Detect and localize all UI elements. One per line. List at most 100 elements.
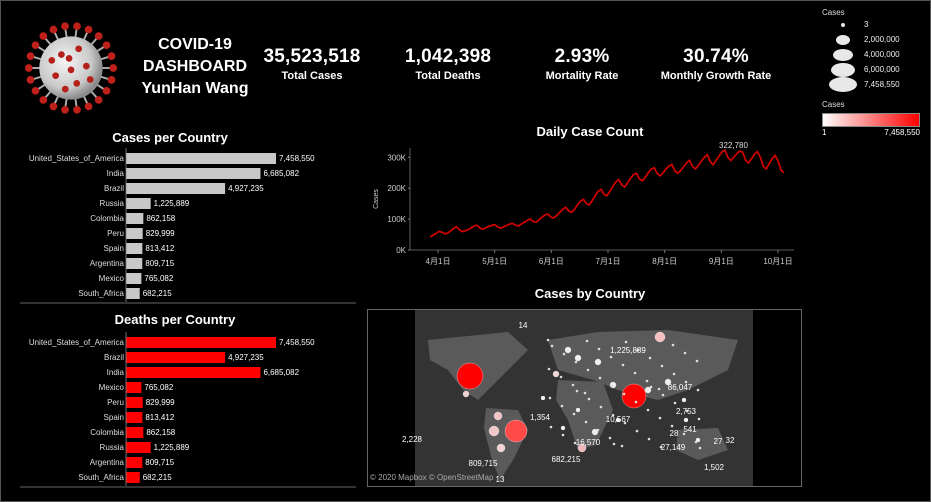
map-dot[interactable] (684, 380, 688, 384)
bar[interactable] (126, 168, 261, 179)
map-bubble[interactable] (504, 419, 528, 443)
map-dot[interactable] (608, 436, 612, 440)
map-dot[interactable] (572, 412, 576, 416)
bar[interactable] (126, 427, 144, 438)
map-dot[interactable] (694, 440, 698, 444)
map-dot[interactable] (620, 444, 624, 448)
map-bubble[interactable] (644, 386, 652, 394)
map-dot[interactable] (587, 397, 591, 401)
bar[interactable] (126, 412, 143, 423)
bar[interactable] (126, 273, 142, 284)
bar[interactable] (126, 228, 143, 239)
map-dot[interactable] (585, 339, 589, 343)
map-dot[interactable] (596, 428, 600, 432)
map-dot[interactable] (622, 392, 626, 396)
map-dot[interactable] (575, 389, 579, 393)
map-canvas[interactable]: 14 1,225,889 86,047 1,354 10,567 2,753 541 28 27… (368, 310, 801, 486)
map-dot[interactable] (634, 400, 638, 404)
map-dot[interactable] (673, 401, 677, 405)
map-dot[interactable] (610, 384, 614, 388)
map-bubble[interactable] (456, 362, 484, 390)
map-dot[interactable] (548, 396, 552, 400)
map-dot[interactable] (597, 347, 601, 351)
map-dot[interactable] (685, 409, 689, 413)
map-dot[interactable] (670, 424, 674, 428)
bar[interactable] (126, 213, 144, 224)
map-bubble[interactable] (496, 443, 506, 453)
map-dot[interactable] (546, 338, 550, 342)
map-bubble[interactable] (683, 417, 689, 423)
map-dot[interactable] (623, 421, 627, 425)
map-bubble[interactable] (552, 370, 560, 378)
map-bubble[interactable] (681, 397, 687, 403)
map-bubble[interactable] (575, 407, 581, 413)
bar[interactable] (126, 352, 226, 363)
map-dot[interactable] (583, 391, 587, 395)
bar[interactable] (126, 382, 142, 393)
bar[interactable] (126, 397, 143, 408)
map-dot[interactable] (696, 388, 700, 392)
map-bubble[interactable] (493, 411, 503, 421)
map-bubble[interactable] (654, 331, 666, 343)
map-dot[interactable] (635, 429, 639, 433)
map-dot[interactable] (645, 379, 649, 383)
cases-map[interactable]: 14 1,225,889 86,047 1,354 10,567 2,753 541 28 27… (367, 309, 802, 487)
line-series[interactable] (429, 148, 785, 238)
map-bubble[interactable] (594, 358, 602, 366)
map-bubble[interactable] (695, 437, 701, 443)
bar[interactable] (126, 442, 151, 453)
map-dot[interactable] (574, 360, 578, 364)
map-bubble[interactable] (488, 425, 500, 437)
map-bubble[interactable] (560, 425, 566, 431)
map-bubble[interactable] (574, 354, 582, 362)
map-dot[interactable] (659, 445, 663, 449)
map-bubble[interactable] (621, 383, 647, 409)
bar[interactable] (126, 288, 140, 299)
map-bubble[interactable] (577, 443, 587, 453)
bar[interactable] (126, 337, 276, 348)
bar[interactable] (126, 367, 261, 378)
map-dot[interactable] (550, 344, 554, 348)
map-dot[interactable] (624, 340, 628, 344)
map-dot[interactable] (649, 385, 653, 389)
map-dot[interactable] (599, 405, 603, 409)
map-dot[interactable] (562, 352, 566, 356)
map-dot[interactable] (648, 356, 652, 360)
map-dot[interactable] (657, 387, 661, 391)
map-dot[interactable] (612, 442, 616, 446)
map-dot[interactable] (647, 437, 651, 441)
map-dot[interactable] (573, 441, 577, 445)
map-dot[interactable] (549, 425, 553, 429)
map-bubble[interactable] (564, 346, 572, 354)
bar[interactable] (126, 258, 143, 269)
map-dot[interactable] (646, 408, 650, 412)
map-dot[interactable] (609, 355, 613, 359)
map-dot[interactable] (621, 363, 625, 367)
map-dot[interactable] (697, 417, 701, 421)
map-dot[interactable] (560, 404, 564, 408)
bar[interactable] (126, 153, 276, 164)
map-dot[interactable] (695, 359, 699, 363)
map-dot[interactable] (683, 351, 687, 355)
bar[interactable] (126, 183, 226, 194)
map-dot[interactable] (658, 416, 662, 420)
map-dot[interactable] (561, 433, 565, 437)
map-bubble[interactable] (609, 381, 617, 389)
map-dot[interactable] (698, 446, 702, 450)
map-dot[interactable] (633, 371, 637, 375)
bar[interactable] (126, 472, 140, 483)
map-bubble[interactable] (664, 378, 672, 386)
map-dot[interactable] (671, 343, 675, 347)
map-bubble[interactable] (540, 395, 546, 401)
map-dot[interactable] (598, 376, 602, 380)
map-dot[interactable] (586, 368, 590, 372)
bar[interactable] (126, 198, 151, 209)
map-dot[interactable] (571, 383, 575, 387)
map-bubble[interactable] (462, 390, 470, 398)
map-dot[interactable] (661, 393, 665, 397)
map-dot[interactable] (611, 413, 615, 417)
map-dot[interactable] (682, 432, 686, 436)
bar[interactable] (126, 457, 143, 468)
map-dot[interactable] (660, 364, 664, 368)
map-bubble[interactable] (591, 428, 599, 436)
